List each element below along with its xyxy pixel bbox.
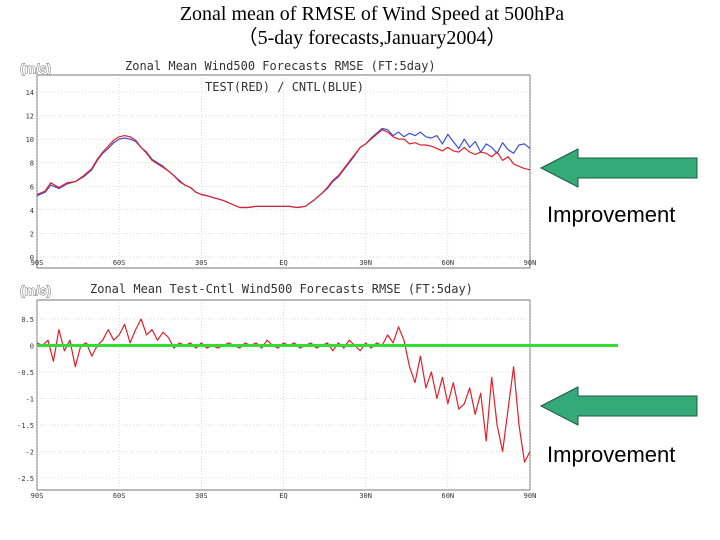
bottom-x-tick-label: 60N xyxy=(442,492,455,500)
bottom-series-test-cntl xyxy=(36,318,531,463)
bottom-y-tick-label: -2 xyxy=(26,449,34,457)
top-x-tick-label: EQ xyxy=(279,259,287,267)
top-y-tick-label: 4 xyxy=(30,207,34,215)
bottom-y-tick-label: -2.5 xyxy=(17,475,34,483)
top-series-group xyxy=(36,127,531,209)
chart-bottom: (m/s) Zonal Mean Test-Cntl Wind500 Forec… xyxy=(17,282,618,500)
bottom-y-tick-label: -0.5 xyxy=(17,369,34,377)
bottom-x-tick-label: 30N xyxy=(359,492,372,500)
improvement-label-top: Improvement xyxy=(547,202,675,227)
title-line-2: （5-day forecasts,January2004） xyxy=(237,27,507,49)
bottom-y-tick-label: 0 xyxy=(30,343,34,351)
bottom-plot-frame xyxy=(36,299,531,491)
top-y-tick-label: 8 xyxy=(30,160,34,168)
bottom-y-tick-label: -1.5 xyxy=(17,422,34,430)
top-x-tick-label: 90S xyxy=(31,259,44,267)
top-series-test xyxy=(36,129,531,209)
top-y-tick-label: 10 xyxy=(26,136,34,144)
bottom-series-group xyxy=(36,318,531,463)
top-x-tick-label: 60N xyxy=(442,259,455,267)
top-tick-labels: 90S 60S 30S EQ 30N 60N 90N 0 2 4 6 8 10 12 14 xyxy=(26,89,537,267)
arrow-left-icon xyxy=(539,386,698,426)
title-line-1: Zonal mean of RMSE of Wind Speed at 500h… xyxy=(179,3,565,25)
top-y-tick-label: 2 xyxy=(30,230,34,238)
annotation-bottom: Improvement xyxy=(539,386,698,467)
top-x-tick-label: 30N xyxy=(359,259,372,267)
top-y-tick-label: 12 xyxy=(26,113,34,121)
bottom-x-tick-label: 90S xyxy=(31,492,44,500)
top-x-tick-label: 90N xyxy=(524,259,537,267)
top-y-tick-label: 0 xyxy=(30,254,34,262)
arrow-left-icon xyxy=(539,148,698,188)
bottom-tick-labels: 90S 60S 30S EQ 30N 60N 90N 0.5 0 -0.5 -1 -1.5 -2 -2.5 xyxy=(17,316,536,500)
chart-top: (m/s) Zonal Mean Wind500 Forecasts RMSE … xyxy=(20,59,537,269)
top-y-tick-label: 6 xyxy=(30,183,34,191)
top-x-tick-label: 30S xyxy=(195,259,208,267)
bottom-x-tick-label: 90N xyxy=(524,492,537,500)
improvement-label-bottom: Improvement xyxy=(547,442,675,467)
bottom-panel-title: Zonal Mean Test-Cntl Wind500 Forecasts R… xyxy=(90,282,473,296)
top-panel-title: Zonal Mean Wind500 Forecasts RMSE (FT:5d… xyxy=(125,59,436,73)
top-y-tick-label: 14 xyxy=(26,89,34,97)
top-grid xyxy=(36,75,531,258)
bottom-y-tick-label: 0.5 xyxy=(21,316,34,324)
top-x-tick-label: 60S xyxy=(113,259,126,267)
bottom-x-tick-label: 60S xyxy=(113,492,126,500)
annotation-top: Improvement xyxy=(539,148,698,227)
bottom-x-tick-label: EQ xyxy=(279,492,287,500)
bottom-x-tick-label: 30S xyxy=(195,492,208,500)
bottom-y-tick-label: -1 xyxy=(26,396,34,404)
top-unit-label: (m/s) xyxy=(20,61,51,76)
top-panel-subtitle: TEST(RED) / CNTL(BLUE) xyxy=(205,80,364,94)
slide-title: Zonal mean of RMSE of Wind Speed at 500h… xyxy=(0,2,720,50)
bottom-unit-label: (m/s) xyxy=(20,283,51,298)
